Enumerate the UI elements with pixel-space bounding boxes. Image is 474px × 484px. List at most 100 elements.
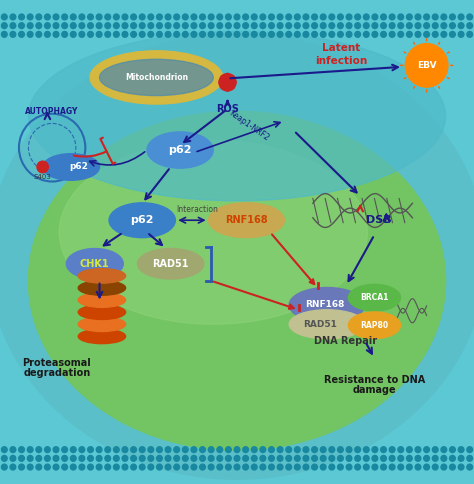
Circle shape [174,23,180,29]
Circle shape [303,14,309,20]
Circle shape [10,14,16,20]
Circle shape [27,464,33,470]
Circle shape [389,464,395,470]
Circle shape [88,14,93,20]
Circle shape [269,23,274,29]
Circle shape [113,14,119,20]
Circle shape [294,31,300,37]
Circle shape [441,464,447,470]
Circle shape [165,464,171,470]
Circle shape [122,23,128,29]
Circle shape [37,161,48,173]
Circle shape [398,31,403,37]
Text: damage: damage [353,385,396,394]
Circle shape [364,23,369,29]
Circle shape [458,455,464,461]
Circle shape [329,447,335,453]
Circle shape [467,447,473,453]
Circle shape [122,464,128,470]
Circle shape [71,464,76,470]
Text: BRCA1: BRCA1 [360,293,389,302]
Circle shape [277,464,283,470]
Circle shape [36,31,42,37]
Ellipse shape [137,249,204,279]
Circle shape [191,23,197,29]
Circle shape [18,31,24,37]
Circle shape [450,447,456,453]
Circle shape [260,464,266,470]
Circle shape [105,455,110,461]
Circle shape [79,14,85,20]
Text: DNA Repair: DNA Repair [314,336,378,346]
Circle shape [79,23,85,29]
Circle shape [337,31,343,37]
Circle shape [45,455,50,461]
Circle shape [191,14,197,20]
Circle shape [407,14,412,20]
Circle shape [407,23,412,29]
Circle shape [243,455,248,461]
Circle shape [294,455,300,461]
Circle shape [71,447,76,453]
Circle shape [234,455,240,461]
Circle shape [424,14,429,20]
Circle shape [243,14,248,20]
Ellipse shape [28,31,446,201]
Circle shape [441,23,447,29]
Circle shape [96,14,102,20]
Text: ROS: ROS [216,104,239,114]
Circle shape [139,23,145,29]
Text: AUTOPHAGY: AUTOPHAGY [26,107,79,116]
Circle shape [346,447,352,453]
Circle shape [156,455,162,461]
Circle shape [415,23,421,29]
Circle shape [277,455,283,461]
Circle shape [36,447,42,453]
Circle shape [191,447,197,453]
Circle shape [113,455,119,461]
Circle shape [165,31,171,37]
Circle shape [458,14,464,20]
Circle shape [251,14,257,20]
Circle shape [71,23,76,29]
Circle shape [79,455,85,461]
Circle shape [432,455,438,461]
Ellipse shape [78,293,126,307]
Text: infection: infection [315,56,367,65]
Circle shape [424,447,429,453]
Circle shape [208,14,214,20]
Circle shape [1,455,7,461]
Circle shape [303,23,309,29]
Circle shape [113,464,119,470]
Circle shape [372,23,378,29]
Circle shape [234,31,240,37]
Text: Resistance to DNA: Resistance to DNA [324,375,425,385]
Circle shape [337,455,343,461]
Circle shape [79,464,85,470]
Circle shape [312,14,318,20]
Circle shape [320,31,326,37]
Circle shape [174,14,180,20]
Circle shape [131,464,137,470]
Circle shape [226,455,231,461]
Circle shape [424,31,429,37]
Circle shape [88,31,93,37]
Circle shape [269,31,274,37]
Text: degradation: degradation [23,368,91,378]
Circle shape [441,455,447,461]
Circle shape [36,464,42,470]
Circle shape [260,31,266,37]
Circle shape [182,31,188,37]
Circle shape [381,23,386,29]
Ellipse shape [43,153,100,180]
Circle shape [10,455,16,461]
Circle shape [219,74,236,91]
Text: Mitochondrion: Mitochondrion [125,73,188,82]
Ellipse shape [209,203,284,238]
Circle shape [156,464,162,470]
Circle shape [234,23,240,29]
Circle shape [337,23,343,29]
Circle shape [458,23,464,29]
Circle shape [139,14,145,20]
Circle shape [27,455,33,461]
